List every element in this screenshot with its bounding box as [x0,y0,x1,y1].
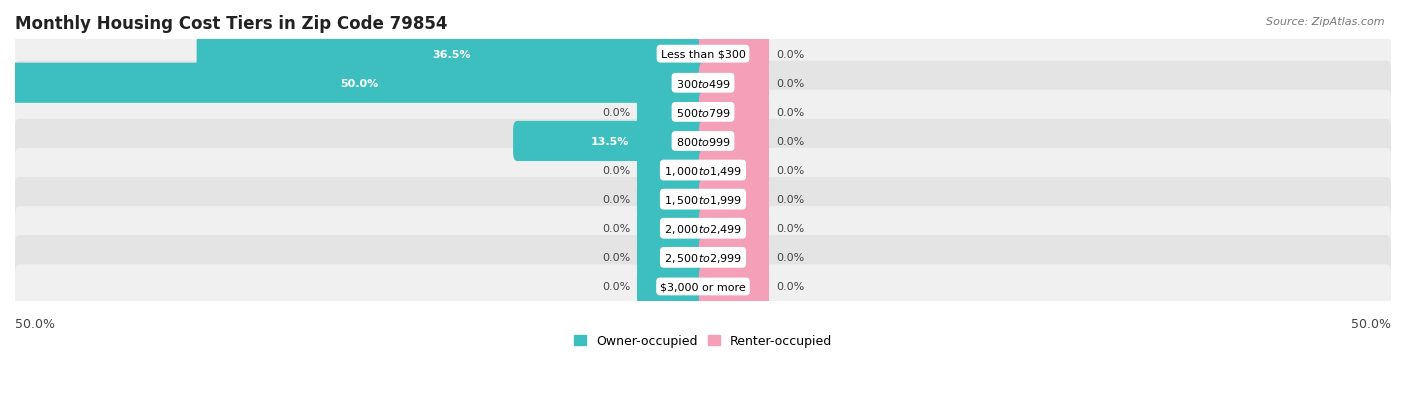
Text: 0.0%: 0.0% [776,137,804,147]
Text: 0.0%: 0.0% [776,108,804,118]
FancyBboxPatch shape [15,119,1391,164]
FancyBboxPatch shape [15,90,1391,135]
FancyBboxPatch shape [15,33,1391,76]
FancyBboxPatch shape [699,238,769,278]
Text: 0.0%: 0.0% [602,282,630,292]
Text: $800 to $999: $800 to $999 [675,135,731,147]
Text: 0.0%: 0.0% [776,50,804,59]
Text: 0.0%: 0.0% [776,224,804,234]
Text: $1,500 to $1,999: $1,500 to $1,999 [664,193,742,206]
Text: $2,500 to $2,999: $2,500 to $2,999 [664,251,742,264]
Text: $2,000 to $2,499: $2,000 to $2,499 [664,222,742,235]
FancyBboxPatch shape [699,93,769,133]
Text: $1,000 to $1,499: $1,000 to $1,499 [664,164,742,177]
FancyBboxPatch shape [637,180,707,220]
FancyBboxPatch shape [15,62,1391,106]
FancyBboxPatch shape [513,121,707,161]
FancyBboxPatch shape [15,149,1391,193]
Text: 50.0%: 50.0% [340,78,378,88]
Text: 0.0%: 0.0% [602,166,630,176]
Text: $300 to $499: $300 to $499 [675,78,731,90]
FancyBboxPatch shape [637,267,707,307]
Text: 0.0%: 0.0% [776,253,804,263]
FancyBboxPatch shape [699,209,769,249]
Text: $3,000 or more: $3,000 or more [661,282,745,292]
Text: 0.0%: 0.0% [602,108,630,118]
FancyBboxPatch shape [197,35,707,75]
FancyBboxPatch shape [637,93,707,133]
FancyBboxPatch shape [699,64,769,104]
Text: 0.0%: 0.0% [602,253,630,263]
Text: 0.0%: 0.0% [776,166,804,176]
Text: Monthly Housing Cost Tiers in Zip Code 79854: Monthly Housing Cost Tiers in Zip Code 7… [15,15,447,33]
FancyBboxPatch shape [699,151,769,191]
FancyBboxPatch shape [699,35,769,75]
Text: 0.0%: 0.0% [776,195,804,205]
Text: Less than $300: Less than $300 [661,50,745,59]
Text: Source: ZipAtlas.com: Source: ZipAtlas.com [1267,17,1385,26]
FancyBboxPatch shape [11,64,707,104]
FancyBboxPatch shape [699,267,769,307]
FancyBboxPatch shape [15,236,1391,280]
FancyBboxPatch shape [637,238,707,278]
FancyBboxPatch shape [15,178,1391,222]
Legend: Owner-occupied, Renter-occupied: Owner-occupied, Renter-occupied [568,330,838,353]
Text: 0.0%: 0.0% [602,195,630,205]
FancyBboxPatch shape [699,121,769,161]
Text: $500 to $799: $500 to $799 [675,107,731,119]
Text: 0.0%: 0.0% [602,224,630,234]
Text: 50.0%: 50.0% [15,317,55,330]
Text: 0.0%: 0.0% [776,282,804,292]
FancyBboxPatch shape [637,209,707,249]
FancyBboxPatch shape [15,265,1391,309]
FancyBboxPatch shape [15,206,1391,251]
Text: 0.0%: 0.0% [776,78,804,88]
Text: 50.0%: 50.0% [1351,317,1391,330]
Text: 13.5%: 13.5% [591,137,630,147]
FancyBboxPatch shape [637,151,707,191]
FancyBboxPatch shape [699,180,769,220]
Text: 36.5%: 36.5% [433,50,471,59]
